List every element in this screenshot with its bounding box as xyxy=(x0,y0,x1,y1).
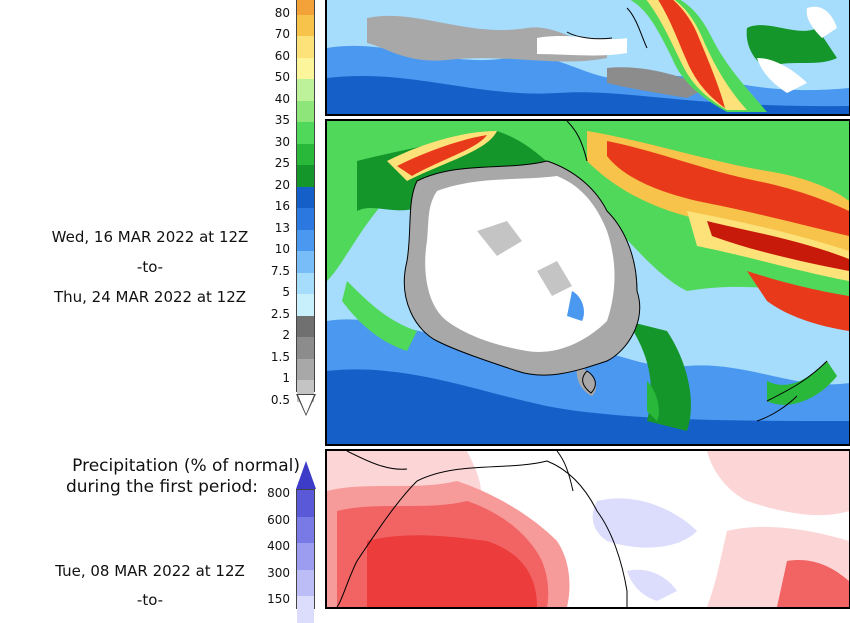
precip-legend-arrow-fill xyxy=(298,395,314,414)
precip-legend-tick: 2 xyxy=(282,328,290,343)
precip-legend-cell xyxy=(297,0,314,15)
precip-legend-tick: 1.5 xyxy=(270,349,290,364)
period1-start: Tue, 08 MAR 2022 at 12Z xyxy=(55,562,245,580)
precip-legend-tick: 20 xyxy=(274,177,290,192)
precip-legend-cell xyxy=(297,186,314,208)
precip-legend-cell xyxy=(297,122,314,144)
precip-legend-tick: 2.5 xyxy=(270,306,290,321)
precip-legend-cell xyxy=(297,208,314,230)
precip-legend-cell xyxy=(297,165,314,187)
precip-legend-tick: 40 xyxy=(274,91,290,106)
period1-separator: -to- xyxy=(136,591,164,609)
pct-legend-tick: 400 xyxy=(267,539,290,553)
precip-legend-cell xyxy=(297,36,314,58)
precip-legend-tick: 50 xyxy=(274,70,290,85)
precip-legend-tick: 35 xyxy=(274,113,290,128)
precip-legend-cell xyxy=(297,14,314,36)
precip-color-legend xyxy=(296,0,315,402)
precip-legend-cell xyxy=(297,100,314,122)
precip-legend-cell xyxy=(297,143,314,165)
precip-legend-tick: 16 xyxy=(274,199,290,214)
precip-legend-tick: 5 xyxy=(282,285,290,300)
precip-legend-cell xyxy=(297,337,314,359)
precip-legend-tick: 30 xyxy=(274,134,290,149)
pct-normal-map xyxy=(325,449,850,609)
precip-legend-cell xyxy=(297,294,314,316)
period2-start: Wed, 16 MAR 2022 at 12Z xyxy=(51,228,249,246)
pct-title-line2: during the first period: xyxy=(65,477,258,497)
precip-legend-tick: 7.5 xyxy=(270,263,290,278)
pct-legend-cell xyxy=(297,490,314,517)
precip-legend-tick: 25 xyxy=(274,156,290,171)
period2-separator: -to- xyxy=(136,258,164,276)
precip-legend-cell xyxy=(297,358,314,380)
precip-map-current xyxy=(325,119,850,446)
precip-legend-cell xyxy=(297,57,314,79)
precip-legend-tick: 60 xyxy=(274,48,290,63)
pct-legend-cell xyxy=(297,516,314,543)
precip-legend-tick: 1 xyxy=(282,371,290,386)
pct-title-line1: Precipitation (% of normal) xyxy=(72,456,300,476)
precip-legend-tick: 70 xyxy=(274,27,290,42)
precip-legend-cell xyxy=(297,229,314,251)
pct-legend-cell xyxy=(297,543,314,570)
precip-legend-cell xyxy=(297,315,314,337)
precip-legend-cell xyxy=(297,79,314,101)
precip-legend-tick: 80 xyxy=(274,5,290,20)
pct-legend-tick: 300 xyxy=(267,565,290,580)
precip-legend-tick: 10 xyxy=(274,242,290,257)
precip-legend-cell xyxy=(297,251,314,273)
precip-map-previous xyxy=(325,0,850,116)
pct-legend-arrow xyxy=(296,461,316,489)
pct-legend-tick: 600 xyxy=(267,512,290,527)
pct-legend-cell xyxy=(297,569,314,596)
precip-legend-tick: 13 xyxy=(274,220,290,235)
precip-legend-tick: 0.5 xyxy=(270,392,290,407)
pct-legend-tick: 800 xyxy=(267,486,290,500)
period2-end: Thu, 24 MAR 2022 at 12Z xyxy=(53,288,247,306)
precip-legend-cell xyxy=(297,272,314,294)
